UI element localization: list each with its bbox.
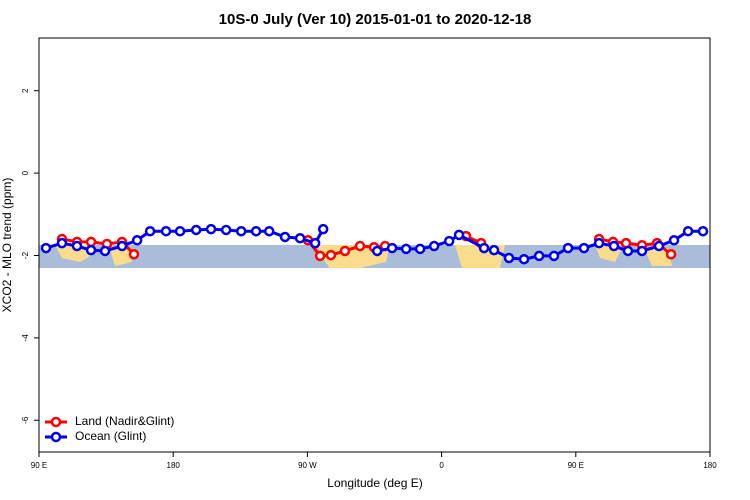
data-point [317,223,329,235]
data-point [533,250,545,262]
data-point [354,240,366,252]
data-point [294,232,306,244]
chart-title: 10S-0 July (Ver 10) 2015-01-01 to 2020-1… [219,11,532,28]
data-point [503,252,515,264]
data-point [665,249,677,260]
data-point [174,225,186,237]
data-point [443,235,455,247]
data-point [386,242,398,254]
x-tick-label: 90 E [568,461,584,470]
data-point [428,240,440,252]
data-point [205,223,217,235]
data-point [116,240,128,252]
data-point [593,237,605,249]
y-tick-label: -2 [21,251,30,259]
data-point [548,250,560,262]
data-point [263,225,275,237]
data-point [414,243,426,255]
data-point [400,243,412,255]
y-tick-label: 0 [21,170,30,175]
data-point [128,249,140,260]
data-point [160,225,172,237]
data-point [85,244,97,256]
data-point [325,249,337,261]
data-point [562,242,574,254]
data-point [488,244,500,256]
y-axis-label: XCO2 - MLO trend (ppm) [0,178,14,313]
data-point [56,237,68,249]
data-point [314,250,326,262]
data-point [309,237,321,249]
y-tick-label: 2 [21,88,30,93]
data-point [339,245,351,257]
data-point [578,242,590,254]
plot-frame [38,37,711,453]
data-point [235,225,247,237]
data-point [697,225,709,237]
land-patch [55,245,672,268]
data-point [668,235,680,246]
data-point [144,225,156,237]
data-point [85,236,97,248]
x-tick-label: 0 [439,461,444,470]
x-tick-label: 90 E [31,461,47,470]
data-point [250,225,262,237]
data-point [220,224,232,236]
legend-marker [50,431,62,443]
data-point [40,242,52,254]
y-tick-label: -6 [21,416,30,424]
data-point [682,225,694,237]
x-axis-label: Longitude (deg E) [327,476,422,490]
x-tick-label: 180 [167,461,181,470]
data-point [453,229,465,241]
x-tick-label: 90 W [298,461,317,470]
data-point [478,242,490,254]
data-point [131,235,143,246]
data-point [636,245,648,257]
data-point [279,231,291,243]
data-point [371,245,383,257]
legend-label: Land (Nadir&Glint) [75,414,174,428]
y-tick-label: -4 [21,334,30,342]
data-point [99,245,111,257]
data-point [622,245,634,257]
data-point [190,224,202,236]
data-point [653,240,665,252]
data-point [71,240,83,252]
legend-label: Ocean (Glint) [75,429,146,443]
data-point [518,253,530,265]
legend-marker [50,416,62,428]
data-point [608,240,620,252]
x-tick-label: 180 [703,461,717,470]
map-strip [39,245,710,268]
